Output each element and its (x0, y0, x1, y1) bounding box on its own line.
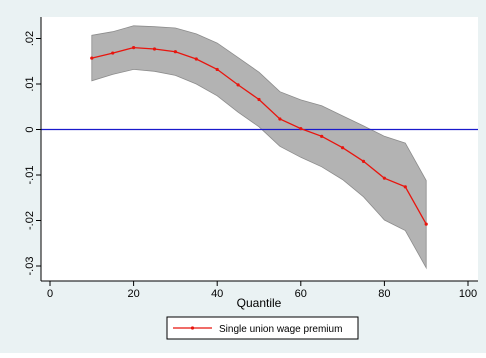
x-tick-label: 100 (459, 288, 477, 300)
data-point (173, 50, 177, 54)
data-points (90, 46, 428, 226)
legend-entry-label: Single union wage premium (219, 324, 342, 335)
data-point (257, 97, 261, 102)
x-tick-label: 60 (295, 288, 307, 300)
x-tick-label: 80 (378, 288, 390, 300)
legend: Single union wage premium (166, 316, 359, 340)
x-axis-label: Quantile (237, 296, 282, 310)
data-point (403, 185, 407, 189)
data-point (111, 51, 115, 55)
y-tick-label: 0 (24, 126, 36, 132)
data-point (236, 83, 240, 87)
data-point (152, 47, 157, 51)
data-point (194, 57, 198, 61)
y-tick-label: .01 (24, 76, 36, 91)
y-tick-label: .02 (24, 31, 36, 46)
legend-marker (190, 326, 195, 330)
y-tick-label: -.03 (24, 257, 36, 276)
legend-box (166, 316, 359, 340)
data-point (90, 56, 94, 60)
y-tick-label: -.02 (24, 211, 36, 230)
data-point (382, 176, 386, 180)
data-point (278, 117, 282, 121)
data-point (424, 222, 428, 226)
x-axis-ticks: 0 20 40 60 80 100 (47, 281, 477, 300)
y-tick-label: -.01 (24, 166, 36, 185)
x-tick-label: 40 (211, 288, 223, 300)
y-axis-ticks: .02 .01 0 -.01 -.02 -.03 (24, 31, 41, 276)
x-tick-label: 20 (127, 288, 139, 300)
data-point (299, 126, 303, 131)
data-point (341, 146, 345, 150)
data-point (361, 159, 366, 163)
data-point (215, 67, 219, 72)
data-point (132, 46, 136, 50)
x-tick-label: 0 (47, 288, 53, 300)
data-point (320, 134, 324, 138)
